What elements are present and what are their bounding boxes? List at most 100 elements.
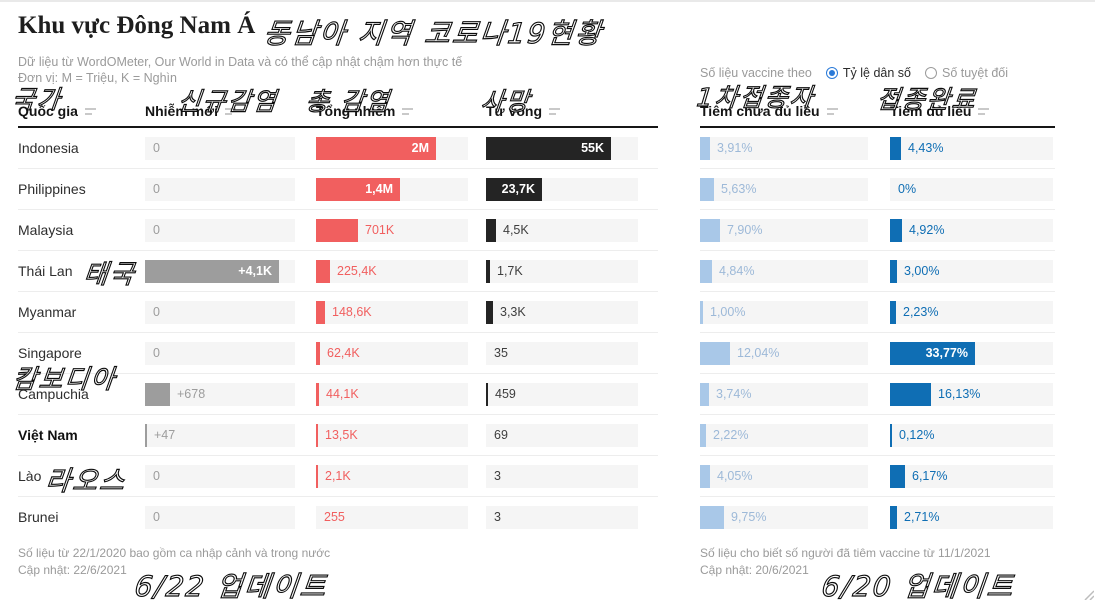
- dose2-bar-cell: 2,23%: [890, 301, 1053, 324]
- deaths-bar: [486, 301, 493, 324]
- sort-icon[interactable]: [549, 105, 561, 118]
- country-label: Lào: [18, 468, 42, 484]
- deaths-bar-cell: 23,7K: [486, 178, 638, 201]
- dose2-bar: [890, 465, 905, 488]
- sort-icon[interactable]: [402, 105, 414, 118]
- deaths-value: 3: [494, 469, 501, 483]
- dose2-bar-cell: 33,77%: [890, 342, 1053, 365]
- total-value: 148,6K: [332, 305, 372, 319]
- table-row: Philippines 0 1,4M 23,7K: [18, 169, 658, 210]
- total-value: 255: [324, 510, 345, 524]
- dose1-bar: [700, 260, 712, 283]
- dose2-bar: [890, 219, 902, 242]
- total-value: 44,1K: [326, 387, 359, 401]
- total-bar-cell: 255: [316, 506, 468, 529]
- table-row: Singapore 0 62,4K 35: [18, 333, 658, 374]
- dose2-bar-cell: 4,92%: [890, 219, 1053, 242]
- column-header-country[interactable]: Quốc gia: [18, 103, 96, 119]
- right-table-body: 3,91% 4,43% 5,63% 0% 7,90% 4,92% 4,84% 3,00% 1,0…: [700, 128, 1055, 538]
- dose1-bar-cell: 1,00%: [700, 301, 868, 324]
- dose2-bar: [890, 506, 897, 529]
- total-bar: [316, 301, 325, 324]
- sort-icon[interactable]: [826, 105, 838, 118]
- total-value: 1,4M: [365, 182, 393, 196]
- dose1-bar: [700, 342, 730, 365]
- total-value: 62,4K: [327, 346, 360, 360]
- radio-option-absolute[interactable]: Số tuyệt đối: [924, 66, 1008, 80]
- sort-icon[interactable]: [84, 105, 96, 118]
- table-row: 9,75% 2,71%: [700, 497, 1055, 538]
- total-bar: [316, 260, 330, 283]
- dose2-bar-cell: 2,71%: [890, 506, 1053, 529]
- dose1-bar-cell: 4,84%: [700, 260, 868, 283]
- table-row: 3,74% 16,13%: [700, 374, 1055, 415]
- radio-option-label[interactable]: Tỷ lệ dân số: [842, 66, 911, 80]
- dose1-value: 3,74%: [716, 387, 752, 401]
- column-header-fully-vaccinated[interactable]: Tiêm đủ liều: [890, 103, 990, 119]
- dose2-bar: [890, 383, 931, 406]
- new-bar-cell: +4,1K: [145, 260, 295, 283]
- new-bar-cell: +678: [145, 383, 295, 406]
- dose1-bar-cell: 5,63%: [700, 178, 868, 201]
- dose1-bar: [700, 465, 710, 488]
- annotation-right-update: 6/20 업데이트: [820, 569, 1017, 601]
- dose2-bar-cell: 3,00%: [890, 260, 1053, 283]
- total-bar-cell: 701K: [316, 219, 468, 242]
- column-header-new-cases[interactable]: Nhiễm mới: [145, 103, 236, 119]
- sort-icon[interactable]: [224, 105, 236, 118]
- dose2-bar-cell: 0,12%: [890, 424, 1053, 447]
- deaths-value: 3,3K: [500, 305, 526, 319]
- dose1-value: 7,90%: [727, 223, 763, 237]
- deaths-bar-cell: 1,7K: [486, 260, 638, 283]
- dose2-value: 6,17%: [912, 469, 948, 483]
- dose2-bar: [890, 301, 896, 324]
- table-row: Lào 0 2,1K 3: [18, 456, 658, 497]
- unit-note: Đơn vị: M = Triệu, K = Nghìn: [18, 71, 177, 85]
- total-bar-cell: 44,1K: [316, 383, 468, 406]
- resize-handle-icon[interactable]: [1082, 588, 1094, 600]
- new-value: 0: [153, 223, 160, 237]
- dose1-value: 1,00%: [710, 305, 746, 319]
- deaths-bar-cell: 55K: [486, 137, 638, 160]
- radio-option-population-rate[interactable]: Tỷ lệ dân số: [825, 66, 911, 80]
- total-bar-cell: 13,5K: [316, 424, 468, 447]
- country-label: Brunei: [18, 509, 59, 525]
- dose1-bar: [700, 219, 720, 242]
- new-bar-cell: 0: [145, 219, 295, 242]
- new-bar: [145, 424, 147, 447]
- radio-option-label[interactable]: Số tuyệt đối: [941, 66, 1008, 80]
- radio-unselected-icon[interactable]: [924, 67, 937, 79]
- column-header-total-cases[interactable]: Tổng nhiễm: [316, 103, 414, 119]
- country-label: Philippines: [18, 181, 86, 197]
- deaths-value: 4,5K: [503, 223, 529, 237]
- deaths-value: 459: [495, 387, 516, 401]
- radio-selected-icon[interactable]: [825, 67, 838, 79]
- country-label: Thái Lan: [18, 263, 73, 279]
- dose2-value: 4,43%: [908, 141, 944, 155]
- total-bar: [316, 383, 319, 406]
- dose2-value: 0%: [898, 182, 917, 196]
- left-table-body: Indonesia 0 2M 55K Philippines 0 1,4M 23,7K Mala…: [18, 128, 658, 538]
- dose1-bar: [700, 383, 709, 406]
- dose2-bar: [890, 424, 892, 447]
- dose1-bar-cell: 2,22%: [700, 424, 868, 447]
- annotation-title: 동남아 지역 코로나19현황: [262, 16, 606, 50]
- sort-icon[interactable]: [978, 105, 990, 118]
- total-value: 701K: [365, 223, 395, 237]
- total-bar-cell: 225,4K: [316, 260, 468, 283]
- dose2-bar-cell: 0%: [890, 178, 1053, 201]
- country-label: Singapore: [18, 345, 82, 361]
- column-header-deaths[interactable]: Tử vong: [486, 103, 561, 119]
- new-value: 0: [153, 510, 160, 524]
- table-row: Việt Nam +47 13,5K 69: [18, 415, 658, 456]
- dose2-bar-cell: 16,13%: [890, 383, 1053, 406]
- dose1-bar: [700, 137, 710, 160]
- total-bar: 2M: [316, 137, 436, 160]
- table-row: 3,91% 4,43%: [700, 128, 1055, 169]
- dose2-value: 2,23%: [903, 305, 939, 319]
- dose2-bar: 33,77%: [890, 342, 975, 365]
- deaths-bar-cell: 69: [486, 424, 638, 447]
- column-header-partial-vaccinated[interactable]: Tiêm chưa đủ liều: [700, 103, 838, 119]
- country-label: Indonesia: [18, 140, 79, 156]
